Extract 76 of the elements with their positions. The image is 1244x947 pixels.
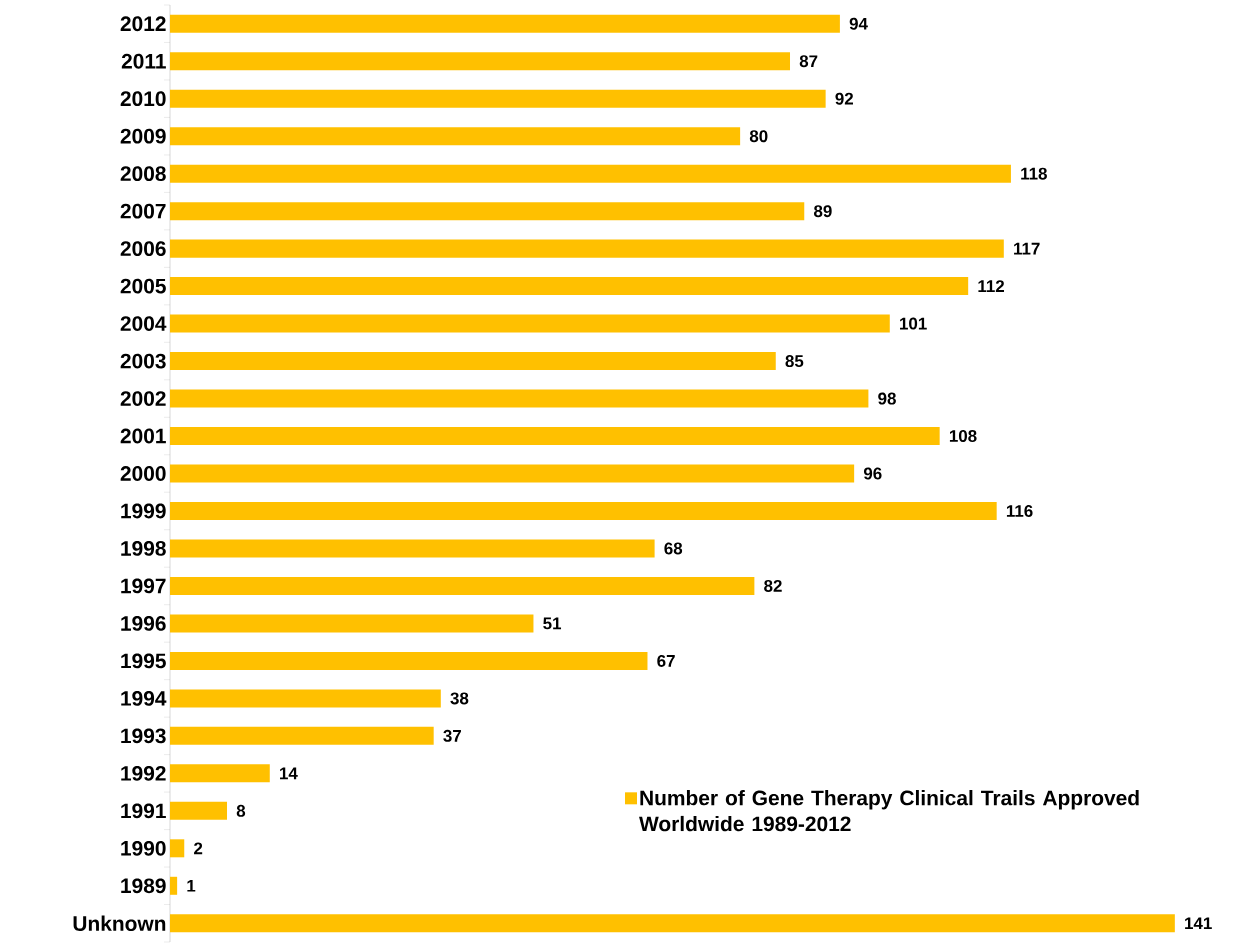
bar [170,239,1004,258]
bar [170,389,869,408]
y-tick-label: 1989 [121,878,166,894]
data-label: 37 [443,729,461,742]
data-label: 96 [863,467,882,480]
y-tick-label: 1991 [121,803,166,819]
y-tick-label: 2000 [120,466,166,481]
y-tick-label: 2001 [120,428,166,444]
data-label: 89 [813,205,832,218]
bar [170,14,840,33]
bar [170,52,791,71]
y-tick-label: 2003 [120,353,166,369]
y-tick-label: 2012 [120,16,166,32]
y-tick-label: 1999 [121,503,166,519]
y-tick-label: 2008 [120,166,166,182]
y-tick-label: Unknown [73,915,166,931]
data-label: 82 [764,579,782,592]
y-tick-label: 1996 [121,616,166,631]
data-label: 116 [1006,504,1033,517]
bar [170,352,776,371]
y-tick-label: 2002 [120,391,166,406]
bar [170,539,655,558]
data-label: 85 [785,355,804,368]
bar [170,202,805,221]
bar [170,501,997,520]
bar [170,764,270,783]
bar [170,89,826,108]
bar [170,689,441,708]
data-label: 87 [799,55,818,68]
bar [170,576,755,595]
bar [170,801,228,820]
data-label: 8 [236,804,246,817]
bar [170,914,1175,933]
y-tick-label: 2006 [120,241,166,257]
legend-label: Number of Gene Therapy Clinical Trails Approved Worldwide 1989-2012 [639,790,1139,832]
y-tick-label: 2007 [120,203,166,219]
y-tick-label: 1995 [121,653,166,669]
data-label: 141 [1185,917,1212,930]
data-label: 112 [978,280,1005,293]
bar [170,314,890,333]
y-tick-label: 1992 [121,765,166,781]
data-label: 68 [664,542,683,555]
bar [170,651,648,670]
data-label: 101 [900,317,927,330]
data-label: 51 [543,617,562,630]
y-tick-label: 2005 [120,278,166,294]
y-tick-label: 2004 [120,316,167,331]
y-tick-label: 1993 [121,728,166,744]
bar [170,839,185,858]
y-tick-label: 2010 [120,91,166,107]
y-tick-label: 1990 [121,840,166,856]
data-label: 14 [280,767,298,780]
bar [170,164,1011,183]
bar [170,876,178,895]
bar [170,726,434,745]
data-label: 117 [1014,242,1040,255]
bar [170,614,534,633]
data-label: 94 [849,17,868,30]
data-label: 118 [1021,167,1047,180]
y-tick-label: 1998 [121,541,166,556]
data-label: 2 [194,842,203,855]
bar [170,427,940,446]
bar [170,464,855,483]
y-tick-label: 1997 [121,578,166,594]
data-label: 92 [835,92,853,105]
data-label: 80 [749,130,768,143]
data-label: 1 [187,879,196,892]
data-label: 67 [657,654,675,667]
data-label: 38 [450,692,469,705]
bar [170,127,741,146]
data-label: 98 [878,392,896,405]
y-tick-label: 2011 [121,53,166,69]
bar [170,277,969,296]
data-label: 108 [949,430,977,443]
y-tick-label: 2009 [120,128,166,144]
y-tick-label: 1994 [121,690,167,706]
